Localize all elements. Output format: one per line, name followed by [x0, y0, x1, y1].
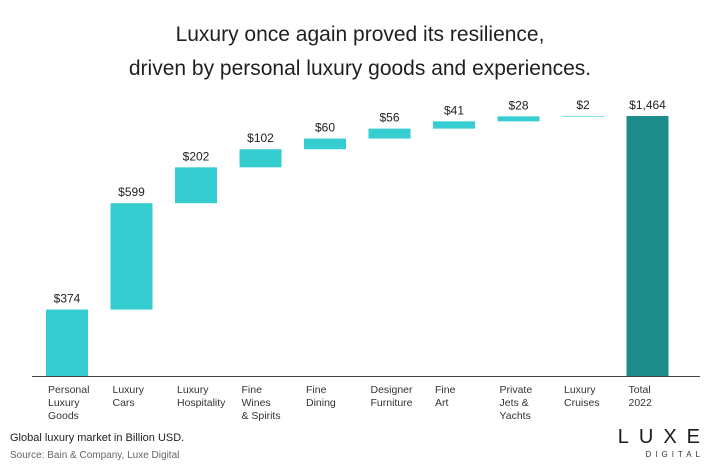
- bar-value-label: $102: [247, 131, 274, 145]
- category-label: Private: [500, 384, 533, 396]
- category-label: Luxury: [564, 384, 596, 396]
- chart-title-line-1: Luxury once again proved its resilience,: [175, 23, 545, 46]
- category-label: Luxury: [177, 384, 209, 396]
- total-bar: [626, 116, 669, 376]
- waterfall-bar: [110, 203, 153, 310]
- category-label: Dining: [306, 397, 336, 409]
- footnote-source: Source: Bain & Company, Luxe Digital: [10, 450, 180, 461]
- category-label: Personal: [48, 384, 89, 396]
- waterfall-bar: [46, 309, 88, 376]
- waterfall-bar: [239, 149, 282, 168]
- waterfall-bar: [368, 128, 411, 139]
- bar-value-label: $599: [118, 185, 145, 199]
- category-label: Luxury: [48, 397, 80, 409]
- category-label: Fine: [306, 384, 327, 396]
- bar-value-label: $2: [576, 98, 590, 112]
- category-label: Wines: [242, 397, 271, 409]
- category-label: Cruises: [564, 397, 600, 409]
- category-label: Fine: [242, 384, 263, 396]
- category-label: Hospitality: [177, 397, 226, 409]
- category-label: Art: [435, 397, 449, 409]
- waterfall-bar: [497, 116, 540, 122]
- waterfall-bar: [304, 138, 346, 150]
- category-label: Cars: [113, 397, 135, 409]
- brand-logo: LUXE DIGITAL: [618, 426, 700, 459]
- bar-value-label: $56: [379, 111, 399, 125]
- category-label: Fine: [435, 384, 456, 396]
- logo-wordmark: LUXE: [617, 426, 710, 448]
- bar-value-label: $1,464: [629, 98, 666, 112]
- category-label: Yachts: [500, 410, 531, 422]
- bar-value-label: $202: [183, 149, 210, 163]
- logo-subtitle: DIGITAL: [645, 450, 704, 459]
- waterfall-bar: [175, 167, 217, 204]
- category-label: Jets &: [500, 397, 529, 409]
- bar-value-label: $60: [315, 121, 335, 135]
- bar-value-label: $41: [444, 103, 464, 117]
- chart-title-line-2: driven by personal luxury goods and expe…: [128, 57, 592, 80]
- waterfall-bar: [433, 121, 475, 129]
- category-label: Goods: [48, 410, 79, 422]
- footnote-units: Global luxury market in Billion USD.: [10, 432, 185, 444]
- category-label: Furniture: [371, 397, 413, 409]
- category-label: 2022: [629, 397, 653, 409]
- category-label: Total: [629, 384, 651, 396]
- waterfall-bar: [562, 116, 604, 117]
- category-label: Luxury: [113, 384, 145, 396]
- chart-title: Luxury once again proved its resilience,…: [0, 18, 720, 86]
- bar-value-label: $374: [54, 292, 81, 306]
- category-label: Designer: [371, 384, 414, 396]
- bar-value-label: $28: [508, 98, 528, 112]
- category-label: & Spirits: [242, 410, 281, 422]
